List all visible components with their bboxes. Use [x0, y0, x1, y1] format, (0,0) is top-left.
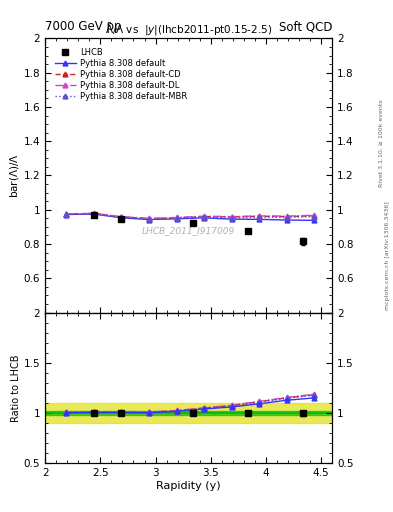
- Bar: [45, 403, 332, 423]
- Y-axis label: Ratio to LHCB: Ratio to LHCB: [11, 354, 21, 422]
- Title: $\bar{\Lambda}/\Lambda$ vs  $|y|$(lhcb2011-pt0.15-2.5): $\bar{\Lambda}/\Lambda$ vs $|y|$(lhcb201…: [105, 23, 272, 38]
- Text: LHCB_2011_I917009: LHCB_2011_I917009: [142, 226, 235, 235]
- Y-axis label: bar($\Lambda$)/$\Lambda$: bar($\Lambda$)/$\Lambda$: [8, 153, 21, 198]
- Bar: [45, 411, 332, 415]
- Text: mcplots.cern.ch [arXiv:1306.3436]: mcplots.cern.ch [arXiv:1306.3436]: [385, 202, 389, 310]
- Text: Soft QCD: Soft QCD: [279, 20, 332, 33]
- Text: Rivet 3.1.10, ≥ 100k events: Rivet 3.1.10, ≥ 100k events: [379, 99, 384, 187]
- Legend: LHCB, Pythia 8.308 default, Pythia 8.308 default-CD, Pythia 8.308 default-DL, Py: LHCB, Pythia 8.308 default, Pythia 8.308…: [52, 45, 189, 103]
- Text: 7000 GeV pp: 7000 GeV pp: [45, 20, 122, 33]
- X-axis label: Rapidity (y): Rapidity (y): [156, 481, 221, 491]
